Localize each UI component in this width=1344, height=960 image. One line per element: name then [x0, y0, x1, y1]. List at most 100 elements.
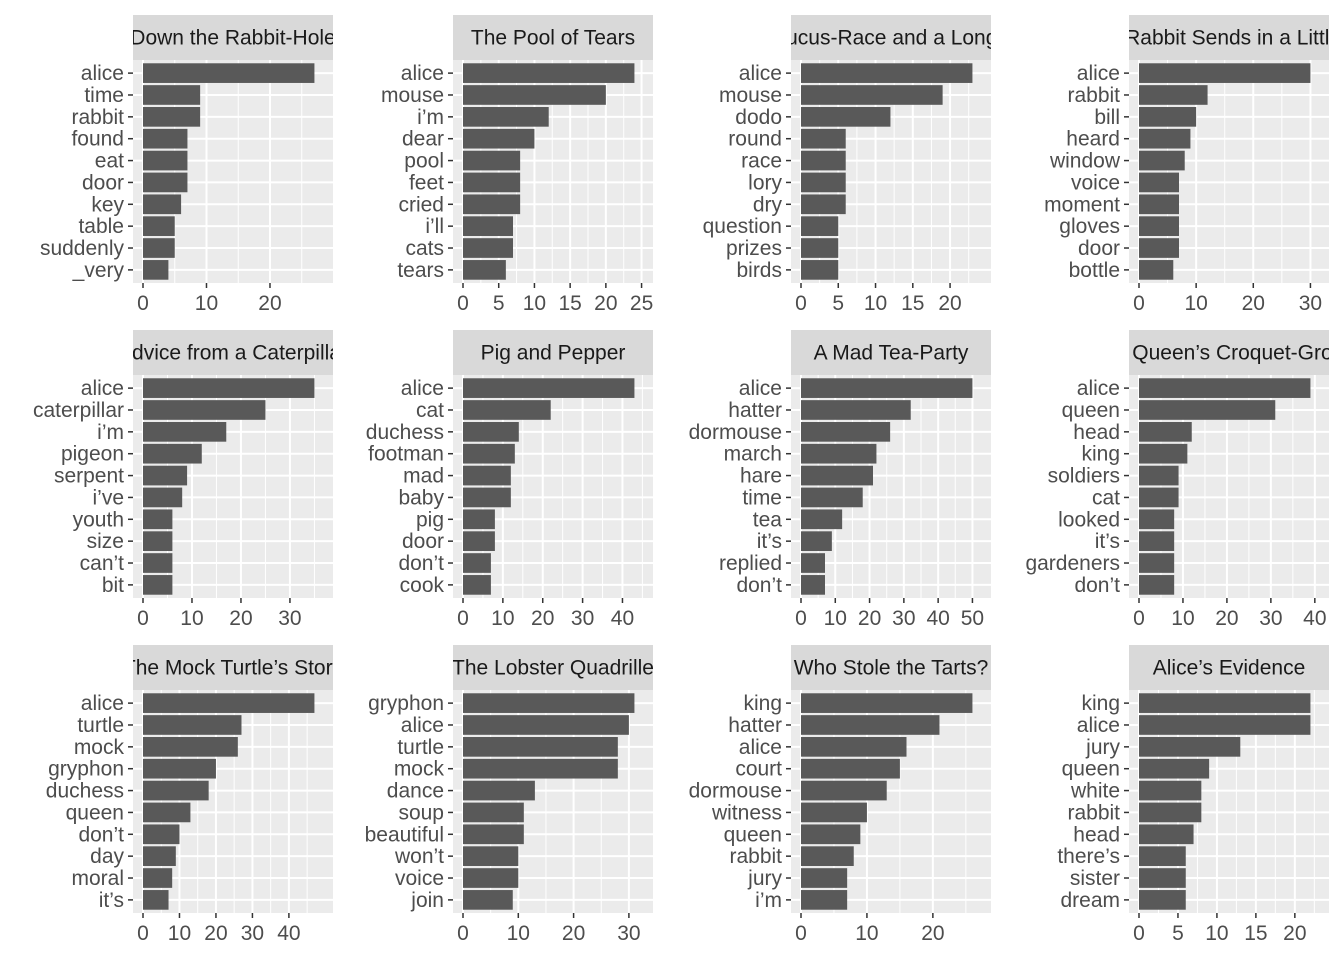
category-label: gryphon: [48, 758, 124, 781]
bar: [801, 715, 940, 735]
category-label: size: [87, 530, 124, 553]
bar: [143, 128, 188, 149]
facet-strip: [453, 15, 653, 60]
x-tick-label: 10: [1184, 292, 1207, 315]
bar: [801, 890, 848, 910]
category-label: don’t: [1074, 574, 1120, 597]
bar: [1139, 216, 1179, 236]
category-label: alice: [81, 692, 124, 715]
bar: [801, 260, 839, 280]
bar: [143, 378, 315, 398]
bar: [801, 553, 825, 573]
bar: [1139, 443, 1188, 464]
category-label: queen: [1062, 399, 1120, 422]
category-label: duchess: [366, 421, 444, 444]
category-label: time: [84, 84, 124, 107]
facet-panel: The Rabbit Sends in a Little Bill alicera…: [1044, 15, 1329, 315]
bar: [463, 128, 535, 149]
bar: [143, 509, 173, 530]
bar: [801, 216, 839, 236]
bar: [1139, 868, 1186, 888]
x-tick-label: 30: [241, 922, 264, 945]
bar: [801, 443, 877, 464]
bar: [463, 378, 635, 398]
category-label: sister: [1070, 867, 1120, 890]
x-tick-label: 15: [1244, 922, 1267, 945]
category-label: bit: [102, 574, 124, 597]
facet-title: A Mad Tea-Party: [814, 342, 969, 365]
bar: [143, 465, 188, 486]
bar: [143, 531, 173, 551]
category-label: mouse: [719, 84, 782, 107]
category-label: dream: [1060, 889, 1120, 912]
facet-title: The Pool of Tears: [471, 27, 635, 50]
bar: [143, 400, 266, 420]
facet-title: The Mock Turtle’s Story: [123, 657, 344, 680]
category-label: don’t: [398, 552, 444, 575]
bar: [801, 846, 854, 866]
bar: [143, 890, 169, 910]
category-label: jury: [747, 867, 782, 890]
facet-panel: Advice from a Caterpillar alicecaterpilla…: [33, 330, 333, 630]
bar: [801, 575, 825, 595]
bar: [1139, 465, 1179, 486]
bar: [463, 260, 506, 280]
bar: [143, 715, 242, 735]
bar: [463, 802, 524, 823]
bar: [463, 194, 521, 215]
category-label: it’s: [99, 889, 124, 912]
category-label: hatter: [728, 714, 782, 737]
category-label: queen: [724, 823, 782, 846]
x-tick-label: 30: [278, 607, 301, 630]
category-label: door: [82, 171, 124, 194]
x-tick-label: 10: [523, 292, 546, 315]
category-label: i’m: [97, 421, 124, 444]
bar: [463, 465, 511, 486]
category-label: prizes: [726, 237, 782, 260]
bar: [463, 216, 513, 236]
x-tick-label: 5: [1172, 922, 1184, 945]
x-tick-label: 5: [832, 292, 844, 315]
category-label: alice: [739, 736, 782, 759]
category-label: king: [1081, 443, 1120, 466]
category-label: gryphon: [368, 692, 444, 715]
bar: [463, 63, 635, 83]
category-label: tears: [397, 259, 444, 282]
bar: [801, 238, 839, 258]
bar: [1139, 238, 1179, 258]
bar: [1139, 63, 1311, 83]
bar: [801, 128, 846, 149]
bar: [463, 868, 519, 888]
bar: [143, 824, 180, 845]
bar: [143, 150, 188, 171]
category-label: table: [78, 215, 124, 238]
bar: [463, 780, 535, 801]
x-tick-label: 40: [1303, 607, 1326, 630]
category-label: head: [1073, 823, 1120, 846]
facet-panel: The Mock Turtle’s Story aliceturtlemockgr…: [46, 645, 344, 945]
x-tick-label: 20: [858, 607, 881, 630]
category-label: dance: [387, 780, 444, 803]
bar: [143, 194, 182, 215]
bar: [801, 107, 891, 127]
facet-strip: [1129, 330, 1329, 375]
category-label: dry: [753, 193, 783, 216]
x-tick-label: 30: [892, 607, 915, 630]
category-label: moment: [1044, 193, 1120, 216]
bar: [143, 487, 183, 508]
category-label: i’m: [417, 106, 444, 129]
bar: [1139, 758, 1210, 779]
bar: [1139, 824, 1194, 845]
facet-title: Down the Rabbit-Hole: [130, 27, 335, 50]
category-label: rabbit: [1067, 801, 1120, 824]
category-label: alice: [401, 714, 444, 737]
x-tick-label: 20: [1283, 922, 1306, 945]
category-label: dodo: [735, 106, 782, 129]
x-tick-label: 20: [938, 292, 961, 315]
facet-title: Who Stole the Tarts?: [794, 657, 989, 680]
category-label: eat: [95, 150, 124, 173]
bar: [1139, 422, 1192, 442]
x-tick-label: 20: [204, 922, 227, 945]
bar: [801, 487, 863, 508]
